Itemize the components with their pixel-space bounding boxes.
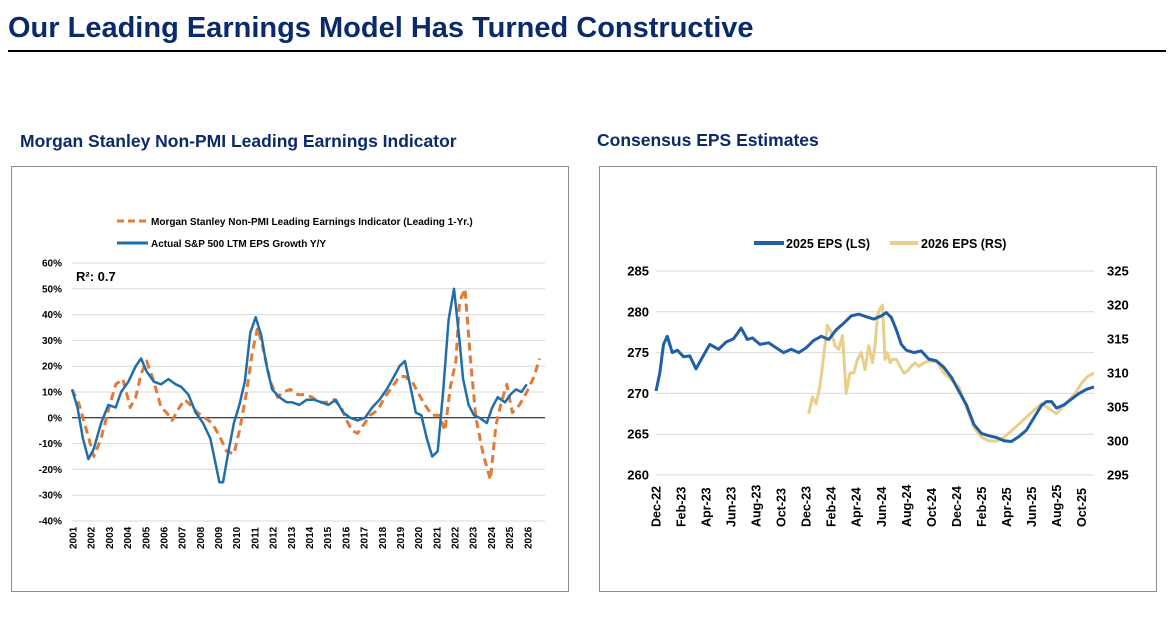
y-left-tick-label: 270 (627, 386, 649, 401)
x-tick-label: Aug-23 (750, 485, 764, 527)
y-tick-label: -40% (39, 517, 62, 528)
y-tick-label: -10% (39, 439, 62, 450)
x-tick-label: Oct-24 (925, 488, 939, 527)
x-tick-label: 2013 (287, 526, 298, 549)
x-tick-label: 2010 (232, 526, 243, 549)
x-tick-label: Jun-25 (1025, 487, 1039, 527)
x-tick-label: 2008 (196, 526, 207, 549)
title-divider (8, 50, 1166, 52)
y-left-tick-label: 275 (627, 345, 649, 360)
right-chart-title: Consensus EPS Estimates (597, 130, 819, 150)
series-2025-eps-line (654, 311, 1095, 443)
x-tick-label: 2016 (341, 526, 352, 549)
x-tick-label: Apr-23 (700, 487, 714, 527)
y-tick-label: 60% (42, 259, 62, 270)
page-title: Our Leading Earnings Model Has Turned Co… (8, 12, 754, 44)
x-tick-label: Oct-25 (1075, 488, 1089, 527)
y-right-tick-label: 320 (1107, 298, 1129, 313)
x-tick-label: 2018 (378, 526, 389, 549)
x-tick-label: 2001 (69, 526, 80, 549)
y-tick-label: 20% (42, 362, 62, 373)
x-tick-label: Jun-23 (725, 487, 739, 527)
series-leading-indicator-line (70, 287, 541, 482)
x-tick-label: Aug-25 (1050, 485, 1064, 527)
right-chart-panel: 260 265 270 275 280 285 295 300 305 310 315 320 325 D… (599, 166, 1157, 592)
y-right-tick-label: 315 (1107, 332, 1129, 347)
x-tick-label: 2004 (123, 526, 134, 549)
legend-label-2025-eps: 2025 EPS (LS) (786, 237, 870, 251)
right-chart: 260 265 270 275 280 285 295 300 305 310 315 320 325 D… (627, 237, 1129, 527)
r-squared-annotation: R²: 0.7 (76, 269, 116, 284)
x-tick-label: 2005 (141, 526, 152, 549)
x-tick-label: Feb-23 (675, 487, 689, 527)
x-tick-label: Dec-22 (650, 486, 664, 527)
y-tick-label: -30% (39, 491, 62, 502)
legend-label-actual-eps: Actual S&P 500 LTM EPS Growth Y/Y (151, 239, 326, 250)
x-tick-label: 2023 (469, 526, 480, 549)
left-chart-panel: -40% -30% -20% -10% 0% 10% 20% 30% 40% 50% 60% 2001… (11, 166, 569, 592)
y-left-tick-label: 265 (627, 427, 649, 442)
x-tick-label: Feb-24 (825, 487, 839, 527)
x-tick-label: 2006 (159, 526, 170, 549)
x-tick-label: 2020 (414, 526, 425, 549)
x-tick-label: 2024 (487, 526, 498, 549)
y-right-tick-label: 295 (1107, 468, 1129, 483)
x-tick-label: 2021 (432, 526, 443, 549)
y-right-tick-label: 300 (1107, 434, 1129, 449)
x-tick-label: 2011 (250, 527, 261, 549)
x-tick-label: 2007 (178, 526, 189, 549)
y-tick-label: -20% (39, 465, 62, 476)
x-tick-label: 2015 (323, 526, 334, 549)
left-chart-title: Morgan Stanley Non-PMI Leading Earnings … (20, 131, 457, 151)
x-tick-label: Apr-24 (850, 487, 864, 527)
x-tick-label: 2003 (105, 526, 116, 549)
x-tick-label: 2014 (305, 526, 316, 549)
series-2026-eps-line (807, 303, 1095, 443)
legend-label-2026-eps: 2026 EPS (RS) (921, 237, 1006, 251)
x-tick-label: 2009 (214, 526, 225, 549)
series-actual-eps-growth-line (70, 287, 528, 484)
y-left-tick-label: 280 (627, 304, 649, 319)
x-tick-label: 2012 (269, 526, 280, 549)
y-tick-label: 10% (42, 388, 62, 399)
x-tick-label: 2019 (396, 526, 407, 549)
y-left-tick-label: 285 (627, 264, 649, 279)
x-tick-label: Dec-23 (800, 486, 814, 527)
x-tick-label: 2025 (505, 526, 516, 549)
y-right-tick-label: 325 (1107, 264, 1129, 279)
y-tick-label: 0% (48, 413, 63, 424)
left-chart: -40% -30% -20% -10% 0% 10% 20% 30% 40% 50% 60% 2001… (39, 217, 545, 549)
y-right-tick-label: 305 (1107, 400, 1129, 415)
x-tick-label: 2002 (87, 526, 98, 549)
legend-label-leading-indicator: Morgan Stanley Non-PMI Leading Earnings … (151, 217, 473, 228)
x-tick-label: Oct-23 (775, 488, 789, 527)
x-tick-label: Jun-24 (875, 487, 889, 527)
y-tick-label: 30% (42, 336, 62, 347)
y-tick-label: 50% (42, 284, 62, 295)
y-left-tick-label: 260 (627, 468, 649, 483)
x-tick-label: 2026 (523, 526, 534, 549)
y-tick-label: 40% (42, 310, 62, 321)
x-tick-label: Aug-24 (900, 485, 914, 527)
x-tick-label: 2017 (360, 526, 371, 549)
y-right-tick-label: 310 (1107, 366, 1129, 381)
x-tick-label: Apr-25 (1000, 487, 1014, 527)
x-tick-label: 2022 (451, 526, 462, 549)
x-tick-label: Dec-24 (950, 486, 964, 527)
x-tick-label: Feb-25 (975, 487, 989, 527)
